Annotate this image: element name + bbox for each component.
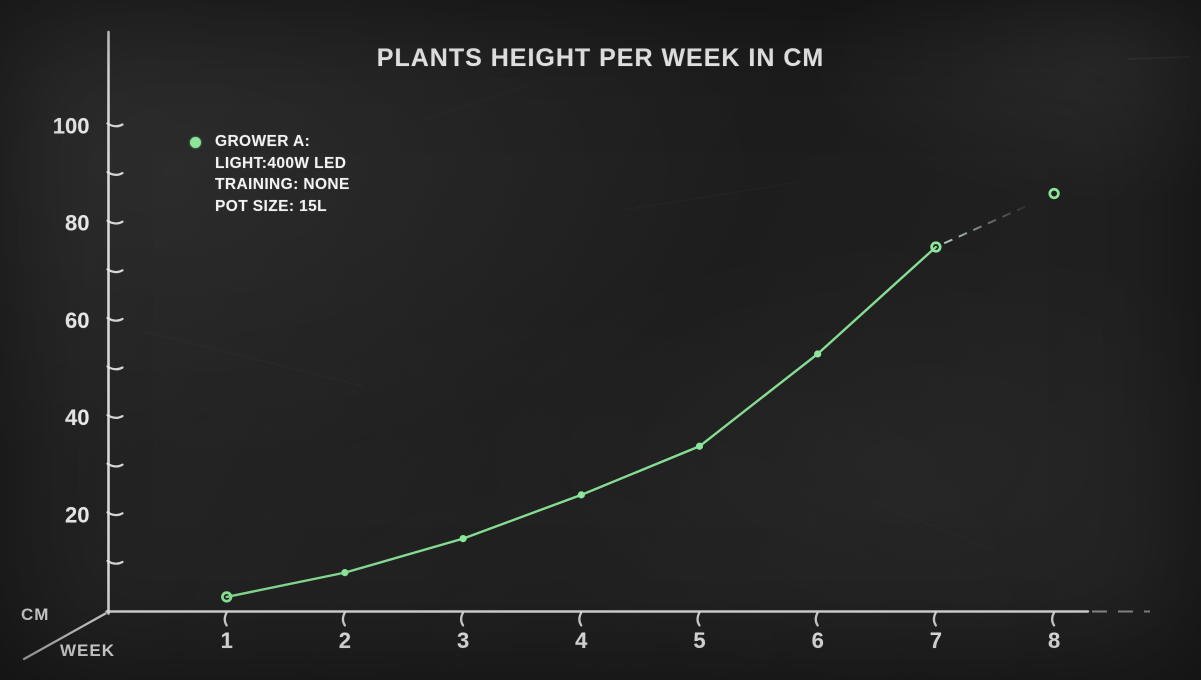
data-point-ring (221, 591, 233, 603)
y-axis-tick (106, 171, 124, 176)
y-tick-label: 100 (53, 114, 90, 139)
x-axis-tick (932, 611, 937, 627)
data-point-ring (930, 241, 942, 253)
chart-title: PLANTS HEIGHT PER WEEK IN CM (376, 44, 825, 72)
data-point-ring (1048, 187, 1060, 200)
y-tick-label: 80 (65, 211, 89, 236)
data-point (695, 442, 704, 450)
y-tick-label: 20 (65, 502, 89, 527)
x-axis-tick (814, 611, 819, 627)
y-axis-tick (106, 219, 124, 225)
x-axis-tick (696, 611, 701, 627)
x-axis-tick (460, 611, 465, 627)
y-tick-label: 40 (65, 405, 89, 430)
y-axis-tick (106, 316, 124, 322)
x-tick-label: 2 (339, 628, 351, 653)
legend-line: TRAINING: NONE (215, 176, 350, 193)
y-axis-tick (106, 268, 124, 274)
origin-diagonal-line (22, 612, 107, 661)
x-tick-label: 8 (1048, 628, 1060, 653)
x-axis-tick (341, 611, 346, 627)
y-axis-tick (106, 122, 124, 128)
x-tick-label: 1 (221, 628, 233, 653)
x-tick-label: 6 (812, 628, 824, 653)
legend-marker-dot (190, 137, 201, 148)
legend: GROWER A: LIGHT:400W LED TRAINING: NONE … (190, 131, 350, 217)
legend-text: GROWER A: LIGHT:400W LED TRAINING: NONE … (215, 131, 350, 217)
x-axis-tick (223, 611, 228, 627)
x-axis-tick (578, 611, 583, 627)
y-axis-tick (106, 365, 124, 371)
y-axis-tick (106, 511, 124, 517)
data-point (577, 491, 585, 499)
y-axis-unit-label: CM (21, 605, 50, 624)
data-point (459, 535, 467, 543)
legend-line: POT SIZE: 15L (215, 197, 327, 215)
x-tick-label: 3 (457, 628, 469, 653)
legend-line: GROWER A: (215, 133, 311, 150)
x-tick-label: 4 (575, 628, 588, 653)
y-tick-label: 60 (65, 308, 89, 333)
series-line (225, 245, 938, 599)
x-axis-tick (1051, 611, 1056, 627)
series-dashed-projection (943, 202, 1034, 245)
x-tick-label: 7 (930, 628, 942, 653)
x-axis-unit-label: WEEK (60, 641, 115, 660)
y-axis-tick (106, 559, 124, 565)
data-point (341, 569, 349, 577)
x-tick-label: 5 (693, 628, 705, 653)
y-axis-tick (106, 414, 124, 419)
y-axis-tick (106, 462, 124, 468)
legend-line: LIGHT:400W LED (215, 154, 347, 172)
data-point (814, 350, 822, 358)
